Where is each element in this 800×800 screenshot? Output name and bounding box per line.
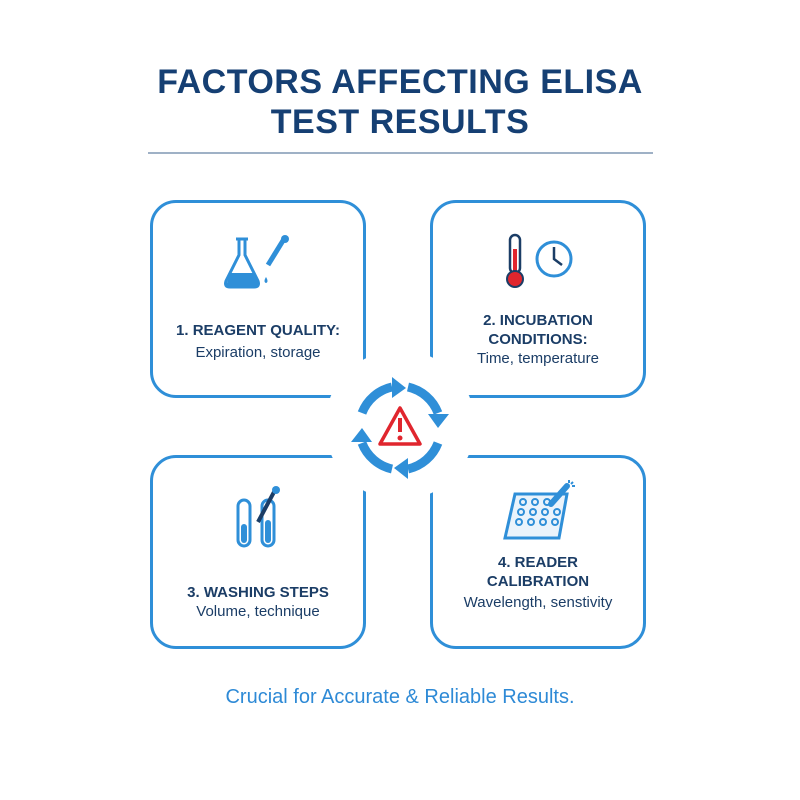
- factor-detail: Time, temperature: [477, 350, 599, 367]
- title-line-1: FACTORS AFFECTING ELISA: [157, 63, 643, 101]
- factor-card-reagent: 1. REAGENT QUALITY: Expiration, storage: [150, 200, 366, 398]
- factor-label-line2: CALIBRATION: [486, 573, 590, 590]
- factor-card-incubation: 2. INCUBATION CONDITIONS: Time, temperat…: [430, 200, 646, 398]
- flask-dropper-icon: [153, 233, 363, 293]
- test-tubes-pipette-icon: [153, 486, 363, 550]
- warning-cycle-icon: [340, 368, 460, 488]
- factor-label: 1. REAGENT QUALITY:: [176, 322, 340, 339]
- factor-label: 3. WASHING STEPS: [187, 584, 329, 601]
- page-title: FACTORS AFFECTING ELISA TEST RESULTS: [0, 62, 800, 142]
- divider: [148, 152, 653, 154]
- factor-detail: Wavelength, senstivity: [463, 594, 613, 611]
- microplate-icon: [433, 478, 643, 542]
- factor-label-line1: 2. INCUBATION: [483, 312, 593, 329]
- factor-detail: Expiration, storage: [195, 344, 321, 361]
- factor-card-washing: 3. WASHING STEPS Volume, technique: [150, 455, 366, 649]
- factor-detail: Volume, technique: [196, 603, 320, 620]
- factor-card-reader: 4. READER CALIBRATION Wavelength, sensti…: [430, 455, 646, 649]
- factor-label-line2: CONDITIONS:: [488, 331, 588, 348]
- factor-label-line1: 4. READER: [497, 554, 579, 571]
- title-line-2: TEST RESULTS: [270, 103, 530, 141]
- thermometer-clock-icon: [433, 231, 643, 291]
- footer-tagline: Crucial for Accurate & Reliable Results.: [225, 686, 575, 708]
